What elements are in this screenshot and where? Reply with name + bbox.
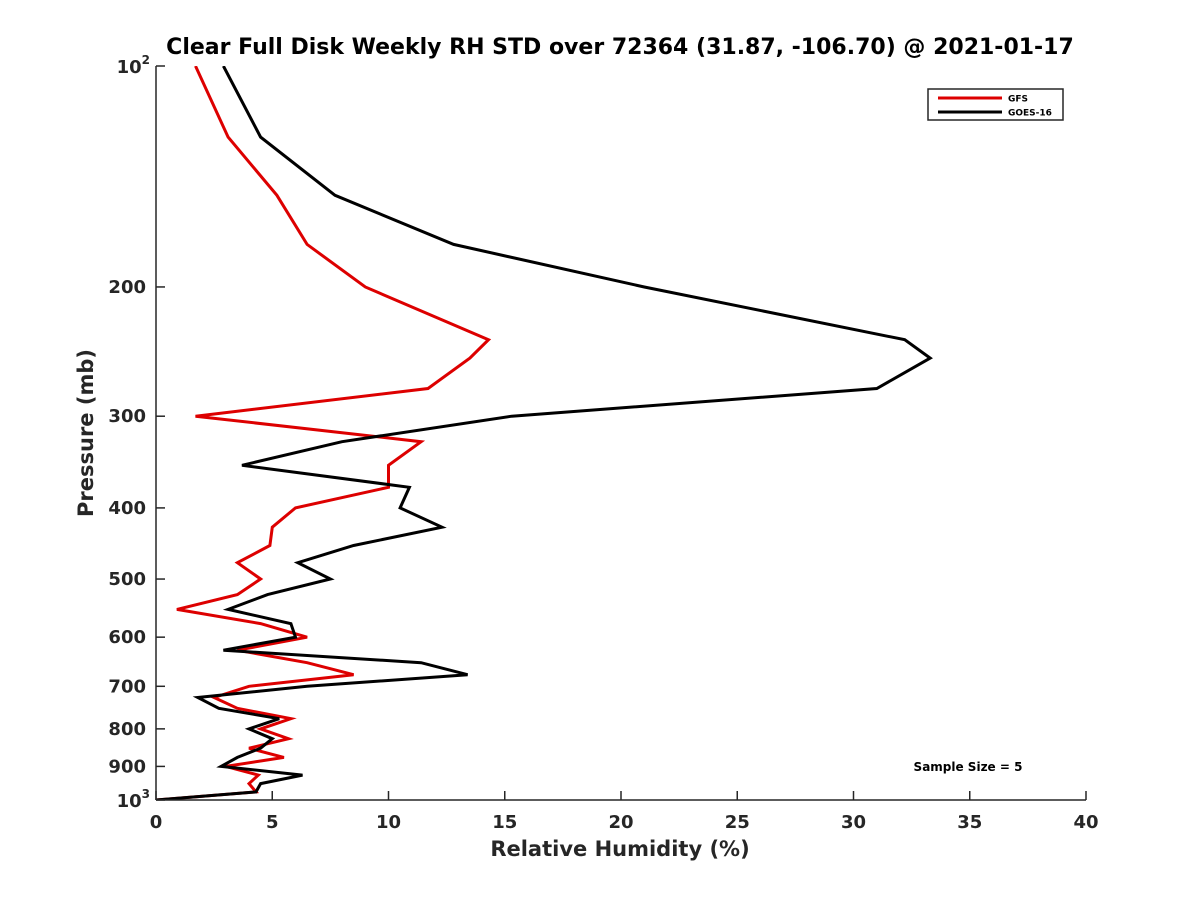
y-tick-label: 900: [108, 756, 146, 777]
y-axis-label: Pressure (mb): [74, 349, 98, 517]
legend-box: [927, 88, 1064, 121]
x-tick-label: 25: [725, 812, 750, 833]
series-line-goes-16: [156, 66, 933, 800]
y-tick-label: 300: [108, 406, 146, 427]
y-tick-label: 600: [108, 627, 146, 648]
sample-size-annotation: Sample Size = 5: [914, 760, 1023, 774]
y-tick-label: 500: [108, 569, 146, 590]
x-axis-label: Relative Humidity (%): [490, 837, 749, 861]
x-tick-label: 40: [1073, 812, 1098, 833]
y-tick-label: 800: [108, 719, 146, 740]
x-tick-label: 10: [376, 812, 401, 833]
y-tick-label: 200: [108, 277, 146, 298]
legend-label-gfs: GFS: [1008, 95, 1028, 105]
chart-title: Clear Full Disk Weekly RH STD over 72364…: [166, 35, 1074, 60]
x-axis-ticks: 0 5 10 15 20 25 30 35 40: [150, 791, 1099, 833]
y-tick-label: 103: [117, 787, 150, 812]
x-tick-label: 15: [492, 812, 517, 833]
y-axis-ticks: 102 200 300 400 500 600 700 800 900 103: [108, 53, 165, 812]
y-tick-label: 102: [117, 53, 150, 78]
x-tick-label: 35: [957, 812, 982, 833]
legend: GFS GOES-16: [927, 88, 1064, 121]
series-line-gfs: [156, 66, 492, 800]
legend-label-goes-16: GOES-16: [1008, 109, 1052, 119]
x-tick-label: 20: [608, 812, 633, 833]
y-tick-label: 400: [108, 498, 146, 519]
x-tick-label: 30: [841, 812, 866, 833]
x-tick-label: 0: [150, 812, 163, 833]
series-layer: [156, 66, 933, 800]
x-tick-label: 5: [266, 812, 279, 833]
y-tick-label: 700: [108, 676, 146, 697]
